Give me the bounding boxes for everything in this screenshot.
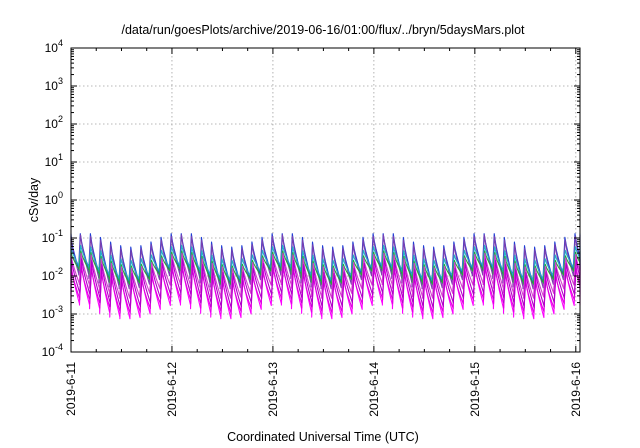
y-tick-label: 101 (45, 152, 63, 169)
y-tick-label: 100 (45, 190, 63, 207)
y-tick-label: 10-2 (42, 266, 63, 283)
y-tick-labels: 10-4 10-3 10-2 10-1 100 101 102 103 104 (42, 38, 63, 359)
chart-title: /data/run/goesPlots/archive/2019-06-16/0… (121, 23, 525, 37)
x-tick-label: 2019-6-14 (367, 362, 381, 417)
x-tick-label: 2019-6-15 (468, 362, 482, 417)
x-tick-label: 2019-6-12 (165, 362, 179, 417)
y-tick-label: 10-1 (42, 228, 63, 245)
plot-frame (70, 47, 581, 353)
x-tick-labels: 2019-6-11 2019-6-12 2019-6-13 2019-6-14 2019… (64, 362, 583, 417)
y-tick-label: 102 (45, 114, 63, 131)
y-tick-label: 10-4 (42, 342, 63, 359)
x-tick-label: 2019-6-11 (64, 362, 78, 416)
y-axis-label: cSv/day (27, 177, 41, 222)
y-tick-label: 104 (45, 38, 63, 55)
axes (70, 47, 581, 353)
x-tick-label: 2019-6-13 (266, 362, 280, 417)
series-line (70, 258, 581, 309)
x-axis-label: Coordinated Universal Time (UTC) (227, 430, 419, 444)
y-tick-label: 10-3 (42, 304, 63, 321)
series-line (70, 250, 581, 285)
series-line (70, 252, 581, 299)
series-layer (70, 233, 581, 320)
y-tick-label: 103 (45, 76, 63, 93)
x-tick-label: 2019-6-16 (569, 362, 583, 417)
